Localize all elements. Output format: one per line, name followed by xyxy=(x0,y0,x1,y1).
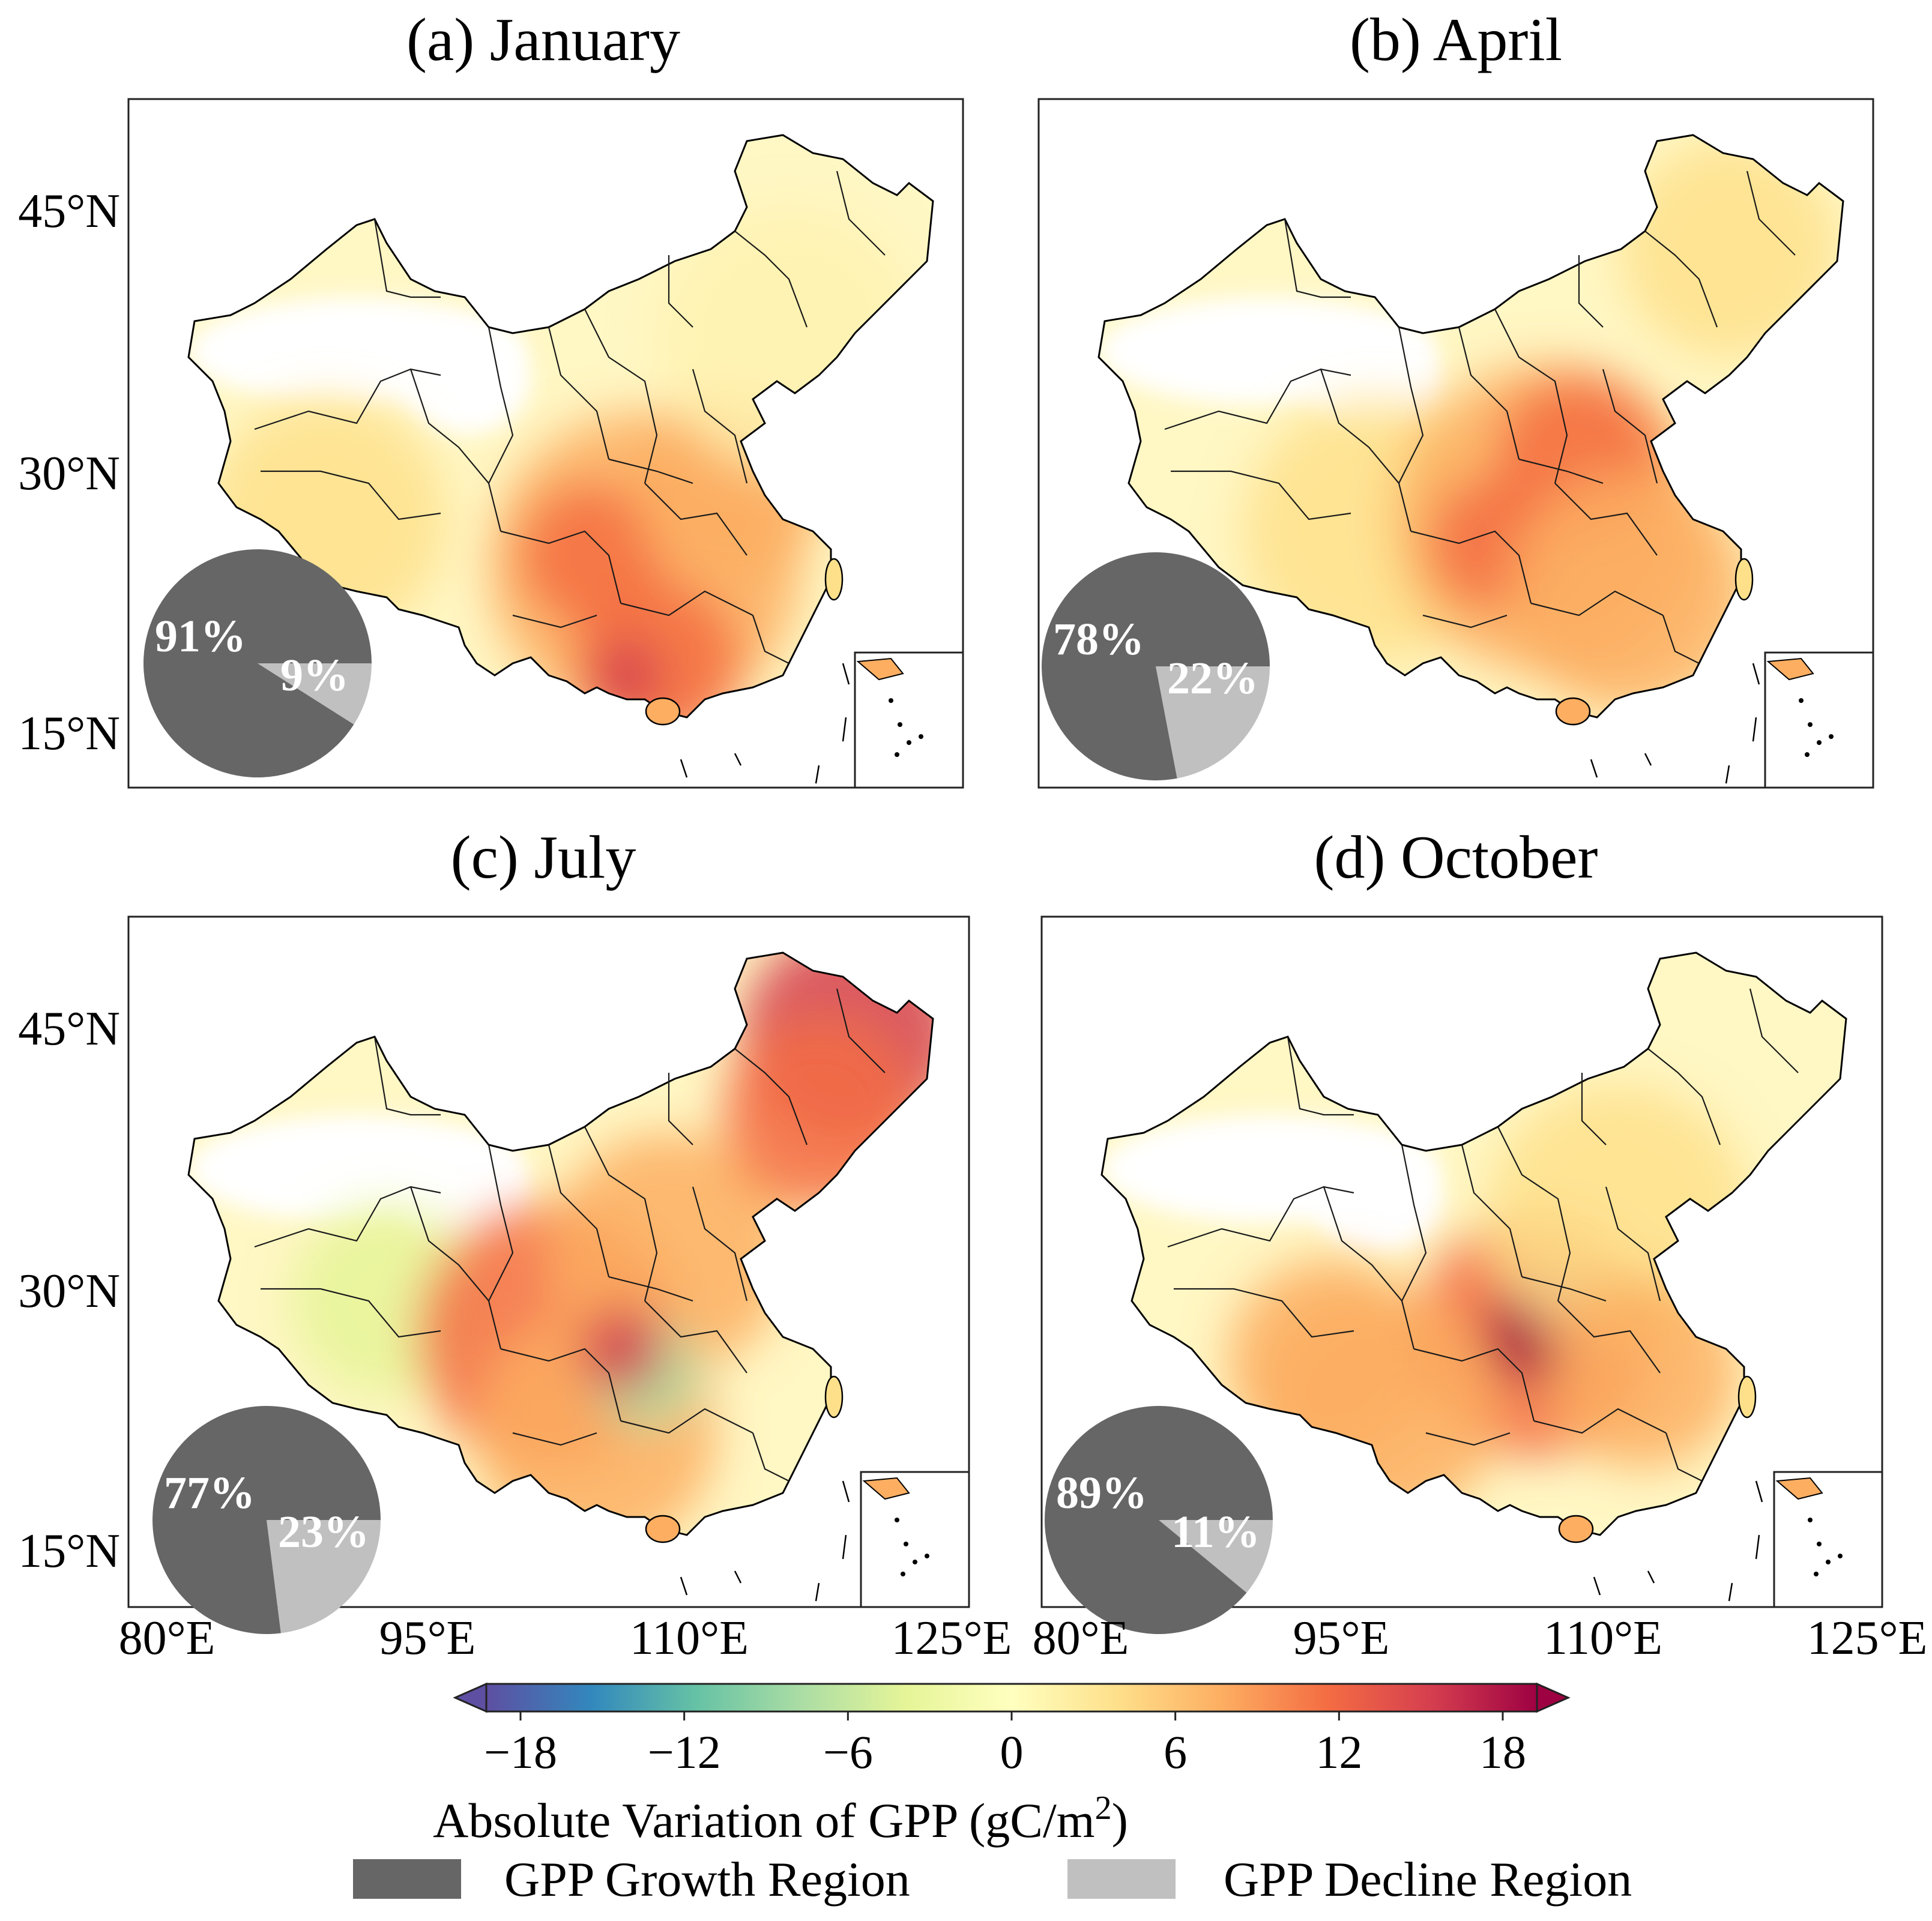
pie-slice-growth xyxy=(152,1406,381,1634)
province-borders xyxy=(254,988,886,1482)
pie-slice-decline xyxy=(1159,1520,1273,1593)
legend-decline-label: GPP Decline Region xyxy=(1224,1852,1632,1907)
panel-title-a: (a) January xyxy=(406,6,680,74)
province-borders xyxy=(254,170,886,664)
taiwan-island xyxy=(1737,1375,1757,1419)
pie-slice-growth xyxy=(1042,552,1270,780)
legend: GPP Growth Region GPP Decline Region xyxy=(353,1852,1632,1907)
lat-label-45-bottom: 45°N xyxy=(18,1003,120,1055)
south-china-sea-inset xyxy=(860,1471,970,1608)
lat-label-15-bottom: 15°N xyxy=(18,1525,120,1578)
colorbar-tick-label: −12 xyxy=(648,1726,721,1778)
pie-slice-growth xyxy=(143,549,372,777)
colorbar-tick-label: 18 xyxy=(1479,1726,1526,1778)
province-borders xyxy=(1167,988,1799,1482)
lon-label-80-right: 80°E xyxy=(1033,1612,1129,1665)
pie-c: 77% 23% xyxy=(152,1406,381,1634)
lon-label-95-right: 95°E xyxy=(1293,1612,1390,1665)
colorbar-tick-label: 6 xyxy=(1164,1726,1187,1778)
panel-title-d: (d) October xyxy=(1314,824,1598,891)
hainan-island xyxy=(645,1515,681,1543)
province-borders xyxy=(1164,170,1796,664)
pie-slice-decline xyxy=(258,663,372,725)
south-china-sea-dashes xyxy=(1593,1480,1763,1602)
south-china-sea-dashes xyxy=(680,1480,850,1602)
colorbar-bar xyxy=(485,1683,1538,1713)
lon-label-110-left: 110°E xyxy=(630,1612,749,1665)
pie-d: 89% 11% xyxy=(1045,1406,1273,1634)
pie-decline-label: 11% xyxy=(1171,1507,1260,1557)
colorbar: −18 −12 −6 0 6 12 18 Absolute Variation of GPP… xyxy=(433,1682,1571,1848)
map-panel-d: 89% 11% xyxy=(1040,915,1883,1634)
lon-label-125-left: 125°E xyxy=(892,1612,1012,1665)
lon-label-80-left: 80°E xyxy=(119,1612,216,1665)
pie-growth-label: 91% xyxy=(155,611,246,662)
colorbar-tick-label: −18 xyxy=(484,1726,557,1778)
pie-growth-label: 77% xyxy=(164,1468,255,1518)
lat-label-30-bottom: 30°N xyxy=(18,1265,120,1318)
hainan-island xyxy=(1558,1515,1594,1543)
lat-label-45-top: 45°N xyxy=(18,185,120,238)
legend-growth-label: GPP Growth Region xyxy=(504,1852,910,1907)
colorbar-tick-label: 12 xyxy=(1315,1726,1362,1778)
pie-decline-label: 23% xyxy=(278,1507,369,1557)
pie-decline-label: 22% xyxy=(1167,653,1258,704)
pie-slice-growth xyxy=(1045,1406,1273,1634)
hainan-island xyxy=(645,697,681,726)
lon-label-95-left: 95°E xyxy=(379,1612,476,1665)
taiwan-island xyxy=(824,1375,844,1419)
legend-decline-swatch xyxy=(1067,1859,1176,1899)
lon-label-125-right: 125°E xyxy=(1807,1612,1928,1665)
pie-b: 78% 22% xyxy=(1042,552,1270,780)
colorbar-label: Absolute Variation of GPP (gC/m2) xyxy=(433,1790,1128,1848)
south-china-sea-dashes xyxy=(680,663,850,784)
pie-decline-label: 9% xyxy=(280,650,349,701)
map-panel-a: 91% 9% xyxy=(127,98,964,789)
lat-label-15-top: 15°N xyxy=(18,707,120,760)
map-panel-b: 78% 22% xyxy=(1037,98,1874,789)
pie-growth-label: 89% xyxy=(1056,1468,1147,1518)
legend-growth-swatch xyxy=(353,1859,461,1899)
colorbar-extend-max xyxy=(1536,1682,1571,1713)
taiwan-island xyxy=(1734,558,1754,601)
panel-title-c: (c) July xyxy=(451,824,636,891)
south-china-sea-dashes xyxy=(1590,663,1760,784)
colorbar-extend-min xyxy=(453,1682,488,1713)
pie-slice-decline xyxy=(1156,666,1270,779)
pie-growth-label: 78% xyxy=(1053,614,1144,665)
lat-label-30-top: 30°N xyxy=(18,447,120,500)
colorbar-tick-label: −6 xyxy=(823,1726,873,1778)
pie-slice-decline xyxy=(267,1520,381,1633)
panel-title-b: (b) April xyxy=(1350,6,1562,74)
map-panel-c: 77% 23% xyxy=(127,915,970,1634)
lon-label-110-right: 110°E xyxy=(1544,1612,1662,1665)
south-china-sea-inset xyxy=(854,651,964,789)
colorbar-tick-label: 0 xyxy=(1000,1726,1024,1778)
south-china-sea-inset xyxy=(1764,651,1874,789)
taiwan-island xyxy=(824,558,844,601)
hainan-island xyxy=(1555,697,1591,726)
pie-a: 91% 9% xyxy=(143,549,372,777)
south-china-sea-inset xyxy=(1773,1471,1883,1608)
